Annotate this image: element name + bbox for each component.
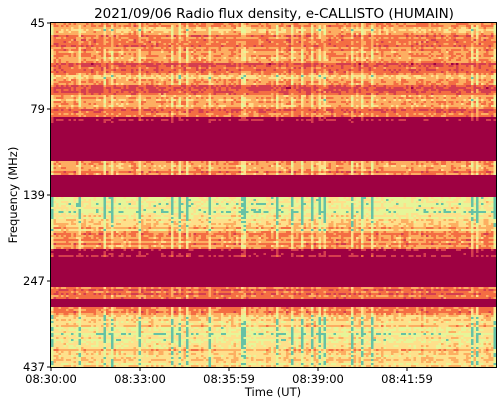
chart-title: 2021/09/06 Radio flux density, e-CALLIST… xyxy=(94,6,454,22)
y-tick-label: 79 xyxy=(30,102,45,116)
x-tick-label: 08:39:00 xyxy=(292,372,344,386)
y-tick-label: 45 xyxy=(30,16,45,30)
y-tick-label: 437 xyxy=(23,360,45,374)
x-axis-label: Time (UT) xyxy=(244,385,301,399)
y-axis-label: Frequency (MHz) xyxy=(6,147,20,244)
x-tick-label: 08:35:59 xyxy=(203,372,255,386)
x-tick-label: 08:33:00 xyxy=(114,372,166,386)
y-tick-label: 139 xyxy=(23,188,45,202)
heatmap-image xyxy=(51,23,496,367)
spectrogram-raster xyxy=(51,23,496,367)
x-tick-label: 08:30:00 xyxy=(25,372,77,386)
x-axis: 08:30:00 08:33:00 08:35:59 08:39:00 08:41:59 xyxy=(25,367,433,386)
y-axis: 45 79 139 247 437 xyxy=(23,16,51,374)
x-tick-label: 08:41:59 xyxy=(381,372,433,386)
y-tick-label: 247 xyxy=(23,274,45,288)
